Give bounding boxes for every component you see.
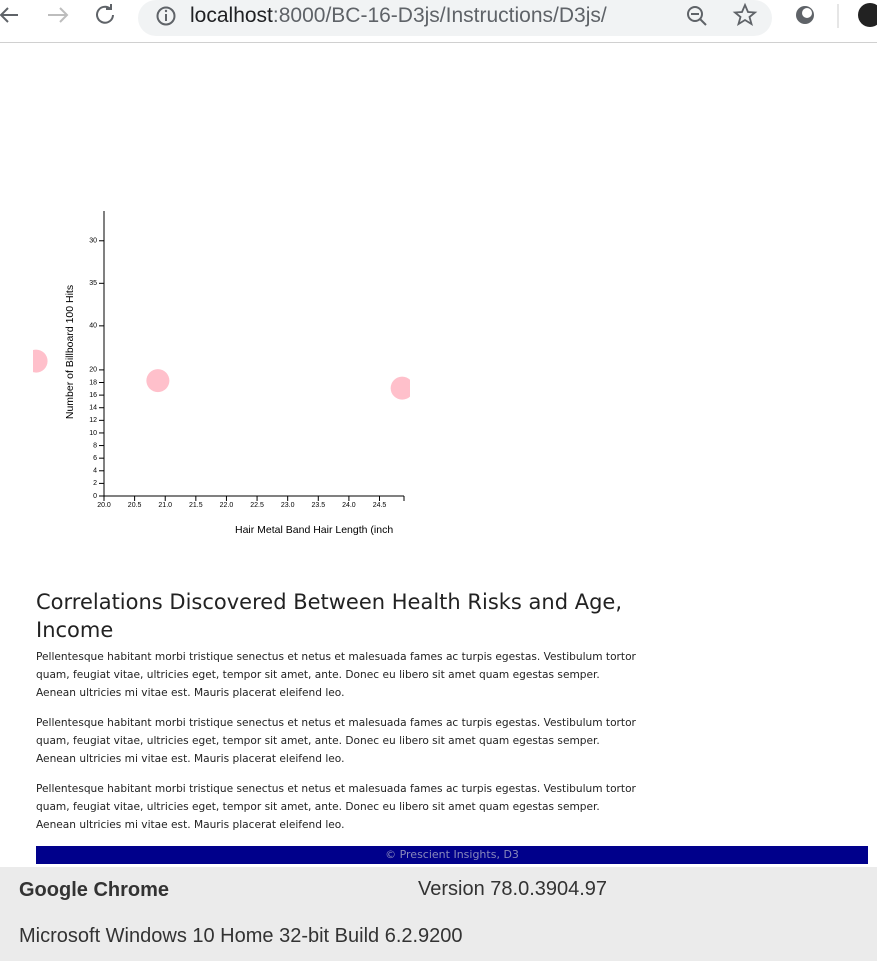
data-point <box>33 349 48 373</box>
zoom-icon[interactable] <box>687 6 703 22</box>
article-heading: Correlations Discovered Between Health R… <box>36 590 623 642</box>
x-tick-label: 23.0 <box>281 502 295 509</box>
x-tick-label: 20.0 <box>97 502 111 509</box>
y-tick-label: 20 <box>89 367 97 374</box>
chart: Number of Billboard 100 Hits Hair Metal … <box>33 211 410 536</box>
system-info-panel: Google Chrome Version 78.0.3904.97 Micro… <box>0 867 877 961</box>
y-tick-label: 2 <box>93 480 97 487</box>
y2-tick-label: 40 <box>89 323 97 330</box>
x-tick-label: 21.5 <box>189 502 203 509</box>
y-tick-label: 14 <box>89 405 97 412</box>
bookmark-star[interactable] <box>732 2 758 26</box>
zoom-icon-handle <box>699 18 707 26</box>
x-axis-label: Hair Metal Band Hair Length (inch <box>235 524 393 536</box>
site-info-icon-dot <box>164 9 168 13</box>
y-tick-label: 6 <box>93 455 97 462</box>
y-tick-label: 8 <box>93 442 97 449</box>
site-info-icon[interactable] <box>156 6 176 26</box>
app-name: Google Chrome <box>19 879 170 901</box>
x-tick-label: 21.0 <box>158 502 172 509</box>
y-tick-label: 0 <box>93 493 97 500</box>
toolbar-icons <box>0 4 114 24</box>
y-tick-label: 10 <box>89 430 97 437</box>
y-axis-label: Number of Billboard 100 Hits <box>64 285 76 419</box>
x-tick-label: 24.0 <box>342 502 356 509</box>
url-text: localhost:8000/BC-16-D3js/Instructions/D… <box>190 4 607 28</box>
paragraph: Pellentesque habitant morbi tristique se… <box>36 783 636 831</box>
paragraph: Pellentesque habitant morbi tristique se… <box>36 651 636 699</box>
x-tick-label: 22.5 <box>250 502 264 509</box>
extension-icon-inner <box>802 8 812 18</box>
omnibox-icons <box>156 2 877 28</box>
back-button[interactable] <box>0 7 18 23</box>
app-version: Version 78.0.3904.97 <box>418 878 608 900</box>
data-point <box>146 369 170 393</box>
y2-tick-label: 30 <box>89 238 97 245</box>
y2-tick-label: 35 <box>89 280 97 287</box>
url-host: localhost <box>190 4 273 27</box>
os-info: Microsoft Windows 10 Home 32-bit Build 6… <box>19 925 463 947</box>
x-tick-label: 22.0 <box>220 502 234 509</box>
url-path: :8000/BC-16-D3js/Instructions/D3js/ <box>272 4 607 27</box>
x-tick-label: 23.5 <box>311 502 325 509</box>
x-tick-label: 20.5 <box>128 502 142 509</box>
y-tick-label: 12 <box>89 417 97 424</box>
profile-avatar[interactable] <box>858 3 877 27</box>
x-tick-label: 24.5 <box>373 502 387 509</box>
chart-group: Number of Billboard 100 Hits Hair Metal … <box>33 211 410 536</box>
article: Correlations Discovered Between Health R… <box>36 588 646 846</box>
address-bar[interactable] <box>138 0 772 36</box>
reload-button[interactable] <box>96 4 114 24</box>
footer: © Prescient Insights, D3 <box>36 846 868 864</box>
y-tick-label: 16 <box>89 392 97 399</box>
data-point <box>390 376 410 400</box>
forward-button[interactable] <box>48 7 69 23</box>
y-tick-label: 4 <box>93 468 97 475</box>
y-tick-label: 18 <box>89 379 97 386</box>
paragraph: Pellentesque habitant morbi tristique se… <box>36 717 636 765</box>
browser-toolbar: localhost:8000/BC-16-D3js/Instructions/D… <box>0 0 877 43</box>
